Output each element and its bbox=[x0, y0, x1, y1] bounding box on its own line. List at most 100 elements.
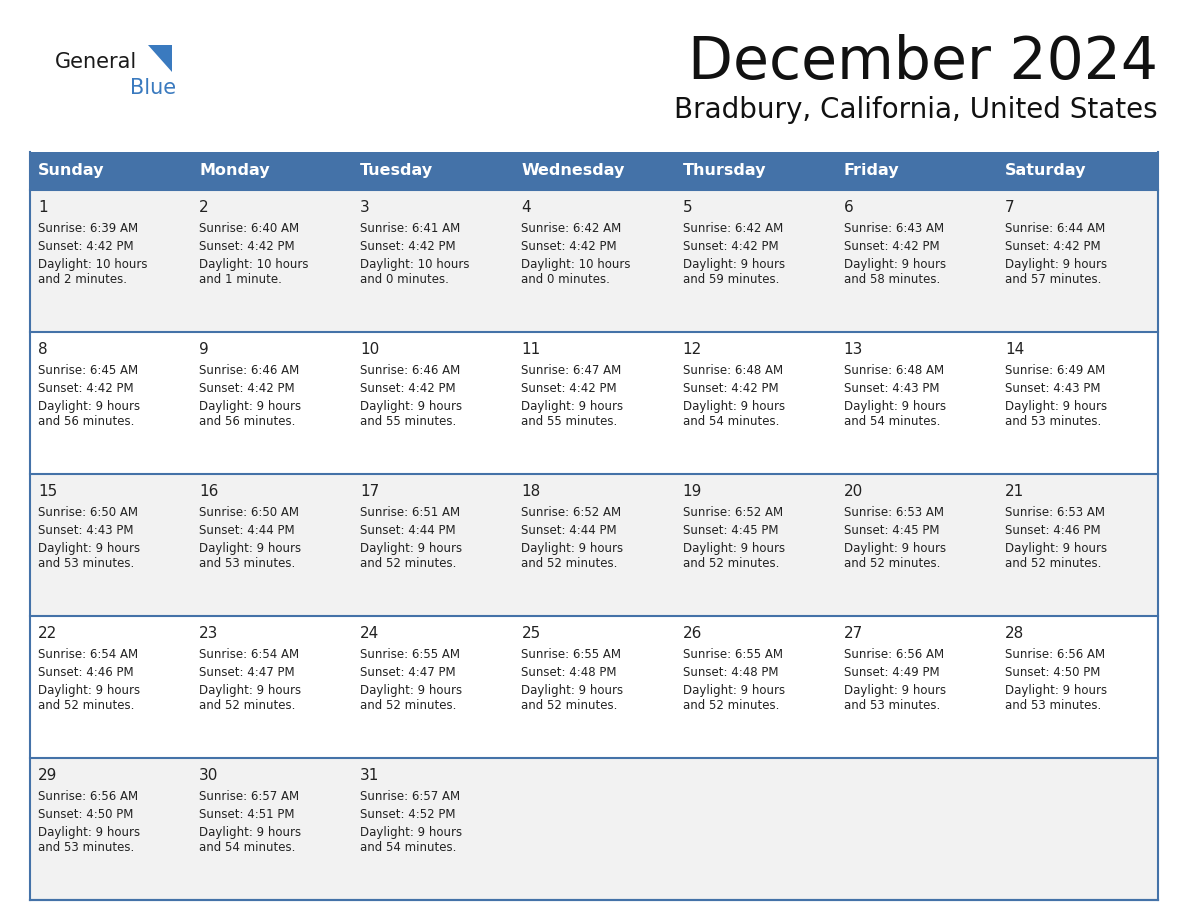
Text: and 52 minutes.: and 52 minutes. bbox=[843, 557, 940, 570]
Text: Sunset: 4:44 PM: Sunset: 4:44 PM bbox=[360, 524, 456, 537]
Bar bbox=[513, 152, 675, 190]
Text: Daylight: 9 hours: Daylight: 9 hours bbox=[38, 826, 140, 839]
Text: and 1 minute.: and 1 minute. bbox=[200, 273, 282, 286]
Text: 21: 21 bbox=[1005, 484, 1024, 499]
Text: Sunrise: 6:46 AM: Sunrise: 6:46 AM bbox=[360, 364, 461, 377]
Text: Monday: Monday bbox=[200, 163, 270, 178]
Text: Friday: Friday bbox=[843, 163, 899, 178]
Text: Sunrise: 6:52 AM: Sunrise: 6:52 AM bbox=[522, 506, 621, 519]
Text: Daylight: 9 hours: Daylight: 9 hours bbox=[360, 542, 462, 555]
Text: Sunrise: 6:45 AM: Sunrise: 6:45 AM bbox=[38, 364, 138, 377]
Text: 6: 6 bbox=[843, 200, 853, 215]
Text: 9: 9 bbox=[200, 342, 209, 357]
Text: and 53 minutes.: and 53 minutes. bbox=[38, 557, 134, 570]
Text: Daylight: 9 hours: Daylight: 9 hours bbox=[200, 684, 302, 697]
Text: 22: 22 bbox=[38, 626, 57, 641]
Text: Daylight: 9 hours: Daylight: 9 hours bbox=[1005, 542, 1107, 555]
Text: 24: 24 bbox=[360, 626, 379, 641]
Text: and 0 minutes.: and 0 minutes. bbox=[522, 273, 611, 286]
Text: Sunrise: 6:54 AM: Sunrise: 6:54 AM bbox=[200, 648, 299, 661]
Text: Daylight: 10 hours: Daylight: 10 hours bbox=[360, 258, 469, 271]
Text: 11: 11 bbox=[522, 342, 541, 357]
Text: Sunrise: 6:42 AM: Sunrise: 6:42 AM bbox=[522, 222, 621, 235]
Text: Wednesday: Wednesday bbox=[522, 163, 625, 178]
Polygon shape bbox=[148, 45, 172, 72]
Text: Sunrise: 6:50 AM: Sunrise: 6:50 AM bbox=[200, 506, 299, 519]
Text: Sunrise: 6:55 AM: Sunrise: 6:55 AM bbox=[360, 648, 460, 661]
Text: and 52 minutes.: and 52 minutes. bbox=[360, 699, 456, 712]
Text: Sunday: Sunday bbox=[38, 163, 105, 178]
Text: Daylight: 9 hours: Daylight: 9 hours bbox=[38, 684, 140, 697]
Text: Daylight: 9 hours: Daylight: 9 hours bbox=[1005, 684, 1107, 697]
Text: and 52 minutes.: and 52 minutes. bbox=[522, 699, 618, 712]
Text: Sunset: 4:43 PM: Sunset: 4:43 PM bbox=[843, 382, 940, 395]
Text: Daylight: 9 hours: Daylight: 9 hours bbox=[522, 400, 624, 413]
Text: and 0 minutes.: and 0 minutes. bbox=[360, 273, 449, 286]
Text: Sunset: 4:49 PM: Sunset: 4:49 PM bbox=[843, 666, 940, 679]
Text: Sunset: 4:42 PM: Sunset: 4:42 PM bbox=[200, 240, 295, 253]
Text: and 53 minutes.: and 53 minutes. bbox=[38, 841, 134, 854]
Text: Daylight: 9 hours: Daylight: 9 hours bbox=[360, 400, 462, 413]
Text: and 2 minutes.: and 2 minutes. bbox=[38, 273, 127, 286]
Text: Sunrise: 6:40 AM: Sunrise: 6:40 AM bbox=[200, 222, 299, 235]
Text: Thursday: Thursday bbox=[683, 163, 766, 178]
Text: 15: 15 bbox=[38, 484, 57, 499]
Text: 4: 4 bbox=[522, 200, 531, 215]
Text: 5: 5 bbox=[683, 200, 693, 215]
Bar bbox=[30, 758, 1158, 900]
Text: and 52 minutes.: and 52 minutes. bbox=[522, 557, 618, 570]
Text: Daylight: 9 hours: Daylight: 9 hours bbox=[522, 542, 624, 555]
Bar bbox=[30, 332, 1158, 474]
Text: Sunrise: 6:49 AM: Sunrise: 6:49 AM bbox=[1005, 364, 1105, 377]
Text: Sunset: 4:48 PM: Sunset: 4:48 PM bbox=[522, 666, 617, 679]
Text: and 54 minutes.: and 54 minutes. bbox=[843, 415, 940, 428]
Text: Sunset: 4:46 PM: Sunset: 4:46 PM bbox=[1005, 524, 1100, 537]
Text: Sunset: 4:44 PM: Sunset: 4:44 PM bbox=[200, 524, 295, 537]
Text: 30: 30 bbox=[200, 768, 219, 783]
Text: 20: 20 bbox=[843, 484, 862, 499]
Text: and 52 minutes.: and 52 minutes. bbox=[38, 699, 134, 712]
Text: Daylight: 9 hours: Daylight: 9 hours bbox=[843, 258, 946, 271]
Text: Daylight: 9 hours: Daylight: 9 hours bbox=[38, 542, 140, 555]
Text: Sunset: 4:42 PM: Sunset: 4:42 PM bbox=[38, 382, 133, 395]
Text: Daylight: 9 hours: Daylight: 9 hours bbox=[38, 400, 140, 413]
Text: Sunrise: 6:55 AM: Sunrise: 6:55 AM bbox=[683, 648, 783, 661]
Text: Sunrise: 6:56 AM: Sunrise: 6:56 AM bbox=[38, 790, 138, 803]
Text: Daylight: 9 hours: Daylight: 9 hours bbox=[200, 826, 302, 839]
Text: and 56 minutes.: and 56 minutes. bbox=[38, 415, 134, 428]
Text: 25: 25 bbox=[522, 626, 541, 641]
Text: Sunset: 4:43 PM: Sunset: 4:43 PM bbox=[38, 524, 133, 537]
Text: and 58 minutes.: and 58 minutes. bbox=[843, 273, 940, 286]
Text: Sunrise: 6:55 AM: Sunrise: 6:55 AM bbox=[522, 648, 621, 661]
Text: Sunset: 4:42 PM: Sunset: 4:42 PM bbox=[522, 382, 617, 395]
Bar bbox=[835, 152, 997, 190]
Text: Daylight: 9 hours: Daylight: 9 hours bbox=[683, 684, 785, 697]
Text: Daylight: 10 hours: Daylight: 10 hours bbox=[522, 258, 631, 271]
Text: and 52 minutes.: and 52 minutes. bbox=[1005, 557, 1101, 570]
Text: Sunset: 4:42 PM: Sunset: 4:42 PM bbox=[522, 240, 617, 253]
Text: Sunrise: 6:48 AM: Sunrise: 6:48 AM bbox=[683, 364, 783, 377]
Text: Sunset: 4:42 PM: Sunset: 4:42 PM bbox=[38, 240, 133, 253]
Text: and 55 minutes.: and 55 minutes. bbox=[360, 415, 456, 428]
Bar bbox=[675, 152, 835, 190]
Bar bbox=[997, 152, 1158, 190]
Text: Daylight: 9 hours: Daylight: 9 hours bbox=[843, 684, 946, 697]
Text: Daylight: 9 hours: Daylight: 9 hours bbox=[1005, 258, 1107, 271]
Text: Sunset: 4:45 PM: Sunset: 4:45 PM bbox=[843, 524, 940, 537]
Text: Daylight: 9 hours: Daylight: 9 hours bbox=[522, 684, 624, 697]
Text: and 52 minutes.: and 52 minutes. bbox=[200, 699, 296, 712]
Text: and 54 minutes.: and 54 minutes. bbox=[683, 415, 779, 428]
Text: Daylight: 9 hours: Daylight: 9 hours bbox=[843, 542, 946, 555]
Bar bbox=[30, 152, 191, 190]
Text: 1: 1 bbox=[38, 200, 48, 215]
Text: Sunrise: 6:43 AM: Sunrise: 6:43 AM bbox=[843, 222, 943, 235]
Text: Daylight: 9 hours: Daylight: 9 hours bbox=[683, 542, 785, 555]
Text: Daylight: 9 hours: Daylight: 9 hours bbox=[1005, 400, 1107, 413]
Text: 8: 8 bbox=[38, 342, 48, 357]
Text: Daylight: 9 hours: Daylight: 9 hours bbox=[360, 684, 462, 697]
Text: Sunrise: 6:54 AM: Sunrise: 6:54 AM bbox=[38, 648, 138, 661]
Text: Sunset: 4:50 PM: Sunset: 4:50 PM bbox=[38, 808, 133, 821]
Text: 7: 7 bbox=[1005, 200, 1015, 215]
Text: Sunset: 4:48 PM: Sunset: 4:48 PM bbox=[683, 666, 778, 679]
Text: and 53 minutes.: and 53 minutes. bbox=[200, 557, 296, 570]
